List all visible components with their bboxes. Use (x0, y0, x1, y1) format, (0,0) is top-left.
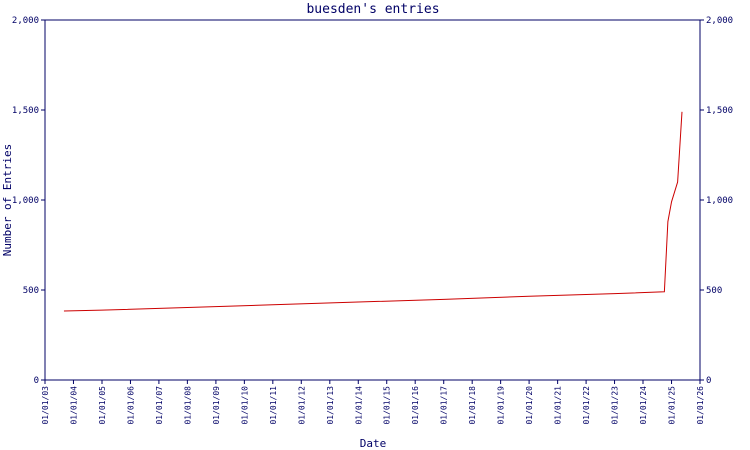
x-tick-label: 01/01/25 (668, 386, 677, 425)
x-tick-label: 01/01/21 (554, 386, 563, 425)
y-tick-label-left: 500 (23, 286, 39, 296)
x-tick-label: 01/01/04 (69, 386, 78, 425)
y-axis-left: 0 500 1,000 1,500 2,000 (12, 16, 45, 386)
x-tick-label: 01/01/05 (98, 386, 107, 425)
x-tick-label: 01/01/26 (696, 386, 705, 425)
x-tick-label: 01/01/20 (525, 386, 534, 425)
plot-border (44, 19, 701, 381)
y-tick-label-right: 1,000 (706, 196, 733, 206)
y-tick-label-left: 1,500 (12, 106, 39, 116)
plot-frame (44, 19, 701, 381)
x-tick-label: 01/01/17 (440, 386, 449, 425)
series-line (63, 111, 683, 312)
series-layer (63, 111, 683, 312)
x-axis-label: Date (360, 437, 387, 450)
y-tick-label-left: 1,000 (12, 196, 39, 206)
x-tick-label: 01/01/08 (183, 386, 192, 425)
x-tick-label: 01/01/19 (497, 386, 506, 425)
y-tick-label-left: 0 (34, 376, 39, 386)
x-tick-label: 01/01/06 (126, 386, 135, 425)
y-tick-label-right: 2,000 (706, 16, 733, 26)
y-tick-label-right: 1,500 (706, 106, 733, 116)
x-tick-label: 01/01/18 (468, 386, 477, 425)
y-tick-label-left: 2,000 (12, 16, 39, 26)
x-tick-label: 01/01/13 (326, 386, 335, 425)
chart-title: buesden's entries (306, 2, 439, 17)
y-axis-right: 0 500 1,000 1,500 2,000 (700, 16, 733, 386)
x-tick-label: 01/01/24 (639, 386, 648, 425)
x-tick-label: 01/01/03 (41, 386, 50, 425)
x-tick-label: 01/01/07 (155, 386, 164, 425)
y-tick-label-right: 0 (706, 376, 711, 386)
x-tick-label: 01/01/15 (383, 386, 392, 425)
x-tick-label: 01/01/22 (582, 386, 591, 425)
x-tick-label: 01/01/12 (297, 386, 306, 425)
y-axis-label: Number of Entries (1, 144, 14, 257)
x-tick-label: 01/01/09 (212, 386, 221, 425)
y-tick-label-right: 500 (706, 286, 722, 296)
x-tick-label: 01/01/10 (240, 386, 249, 425)
x-tick-label: 01/01/14 (354, 386, 363, 425)
x-tick-label: 01/01/23 (611, 386, 620, 425)
x-tick-label: 01/01/16 (411, 386, 420, 425)
x-axis: 01/01/03 01/01/04 01/01/05 01/01/06 01/01/07… (41, 380, 705, 425)
x-tick-label: 01/01/11 (269, 386, 278, 425)
